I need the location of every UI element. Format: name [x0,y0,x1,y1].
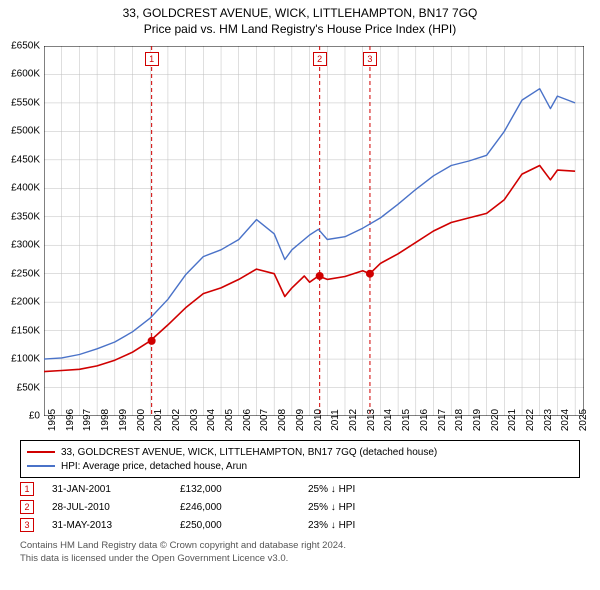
event-row: 2 28-JUL-2010 £246,000 25% ↓ HPI [20,498,580,516]
event-date: 31-JAN-2001 [52,484,162,495]
x-tick-label: 2017 [437,409,448,431]
y-tick-label: £50K [17,382,40,393]
event-price: £132,000 [180,484,290,495]
y-tick-label: £450K [11,154,40,165]
event-badge: 2 [20,500,34,514]
x-tick-label: 2016 [419,409,430,431]
x-tick-label: 2024 [560,409,571,431]
legend-swatch [27,465,55,467]
legend-row: HPI: Average price, detached house, Arun [27,459,573,473]
x-tick-label: 1995 [47,409,58,431]
y-tick-label: £650K [11,41,40,52]
x-tick-label: 1997 [82,409,93,431]
event-price: £246,000 [180,502,290,513]
event-badge: 1 [20,482,34,496]
x-tick-label: 2003 [189,409,200,431]
event-price: £250,000 [180,520,290,531]
x-tick-label: 2025 [578,409,589,431]
x-tick-label: 2006 [242,409,253,431]
x-tick-label: 2002 [171,409,182,431]
titles: 33, GOLDCREST AVENUE, WICK, LITTLEHAMPTO… [0,0,600,36]
x-tick-label: 2019 [472,409,483,431]
event-row: 1 31-JAN-2001 £132,000 25% ↓ HPI [20,480,580,498]
line-chart [44,46,584,416]
y-tick-label: £250K [11,268,40,279]
y-tick-label: £400K [11,183,40,194]
x-tick-label: 2021 [507,409,518,431]
event-date: 28-JUL-2010 [52,502,162,513]
x-tick-label: 2005 [224,409,235,431]
x-tick-label: 2015 [401,409,412,431]
event-row: 3 31-MAY-2013 £250,000 23% ↓ HPI [20,516,580,534]
y-tick-label: £550K [11,97,40,108]
x-tick-label: 2014 [383,409,394,431]
event-date: 31-MAY-2013 [52,520,162,531]
credit: Contains HM Land Registry data © Crown c… [20,540,580,566]
x-tick-label: 2011 [330,409,341,431]
x-tick-label: 2022 [525,409,536,431]
y-tick-label: £0 [29,411,40,422]
y-tick-label: £150K [11,325,40,336]
x-tick-label: 1999 [118,409,129,431]
y-tick-label: £100K [11,354,40,365]
x-tick-label: 2018 [454,409,465,431]
title-line-1: 33, GOLDCREST AVENUE, WICK, LITTLEHAMPTO… [0,6,600,20]
chart-event-badge: 1 [145,52,159,66]
y-tick-label: £300K [11,240,40,251]
legend-row: 33, GOLDCREST AVENUE, WICK, LITTLEHAMPTO… [27,445,573,459]
event-diff: 25% ↓ HPI [308,502,418,513]
legend-label: HPI: Average price, detached house, Arun [61,461,247,472]
x-tick-label: 2023 [543,409,554,431]
x-tick-label: 2008 [277,409,288,431]
x-tick-label: 2000 [136,409,147,431]
event-diff: 25% ↓ HPI [308,484,418,495]
event-table: 1 31-JAN-2001 £132,000 25% ↓ HPI 2 28-JU… [20,480,580,534]
legend: 33, GOLDCREST AVENUE, WICK, LITTLEHAMPTO… [20,440,580,478]
figure: 33, GOLDCREST AVENUE, WICK, LITTLEHAMPTO… [0,0,600,590]
y-tick-label: £500K [11,126,40,137]
x-tick-label: 2007 [259,409,270,431]
x-tick-label: 2001 [153,409,164,431]
event-badge: 3 [20,518,34,532]
chart-event-badge: 2 [313,52,327,66]
x-tick-label: 2004 [206,409,217,431]
legend-label: 33, GOLDCREST AVENUE, WICK, LITTLEHAMPTO… [61,447,437,458]
credit-line: Contains HM Land Registry data © Crown c… [20,540,580,553]
x-tick-label: 2020 [490,409,501,431]
title-line-2: Price paid vs. HM Land Registry's House … [0,22,600,36]
chart-event-badge: 3 [363,52,377,66]
credit-line: This data is licensed under the Open Gov… [20,553,580,566]
legend-swatch [27,451,55,453]
x-tick-label: 2009 [295,409,306,431]
chart-area: £0£50K£100K£150K£200K£250K£300K£350K£400… [44,46,584,416]
y-tick-label: £600K [11,69,40,80]
x-tick-label: 1996 [65,409,76,431]
y-tick-label: £350K [11,211,40,222]
event-diff: 23% ↓ HPI [308,520,418,531]
x-tick-label: 2013 [366,409,377,431]
y-tick-label: £200K [11,297,40,308]
x-tick-label: 2012 [348,409,359,431]
x-tick-label: 2010 [313,409,324,431]
x-tick-label: 1998 [100,409,111,431]
